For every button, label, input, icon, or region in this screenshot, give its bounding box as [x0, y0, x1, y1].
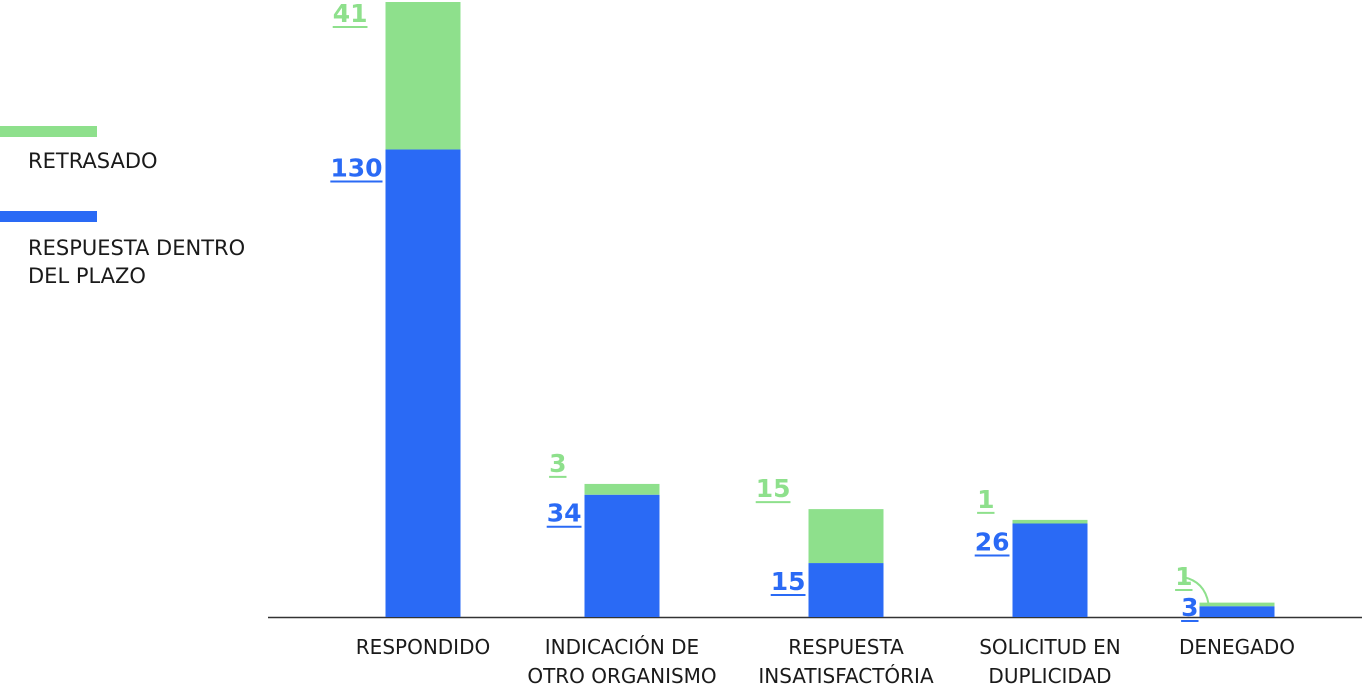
category-label: OTRO ORGANISMO	[527, 664, 716, 684]
leader-line	[1182, 576, 1210, 604]
data-label-dentro-plazo: 15	[771, 567, 806, 596]
category-label: INSATISFACTÓRIA	[758, 664, 934, 684]
bar-dentro-plazo	[385, 149, 461, 617]
category-label: RESPONDIDO	[356, 635, 490, 659]
legend-label-dentro-plazo-line1: RESPUESTA DENTRO	[28, 236, 246, 260]
data-label-retrasado: 3	[549, 449, 566, 478]
data-label-retrasado: 41	[333, 0, 368, 28]
legend-label-retrasado: RETRASADO	[28, 149, 158, 173]
legend-label-dentro-plazo-line2: DEL PLAZO	[28, 264, 146, 288]
data-label-retrasado: 15	[756, 474, 791, 503]
bar-dentro-plazo	[1199, 606, 1275, 617]
legend-swatch-retrasado	[0, 126, 97, 137]
category-label: DUPLICIDAD	[988, 664, 1111, 684]
bar-dentro-plazo	[808, 563, 884, 617]
data-label-dentro-plazo: 3	[1181, 593, 1198, 622]
bar-retrasado	[1012, 519, 1088, 524]
legend-swatch-dentro-plazo	[0, 211, 97, 222]
bar-dentro-plazo	[584, 494, 660, 617]
category-label: SOLICITUD EN	[979, 635, 1121, 659]
bar-retrasado	[1199, 602, 1275, 607]
category-label: DENEGADO	[1179, 635, 1295, 659]
bar-dentro-plazo	[1012, 523, 1088, 617]
data-label-dentro-plazo: 130	[330, 153, 382, 182]
bar-retrasado	[385, 2, 461, 150]
data-label-dentro-plazo: 26	[975, 527, 1010, 556]
category-label: RESPUESTA	[788, 635, 904, 659]
bar-retrasado	[808, 509, 884, 564]
bar-retrasado	[584, 483, 660, 495]
data-label-dentro-plazo: 34	[547, 499, 582, 528]
category-label: INDICACIÓN DE	[545, 635, 699, 659]
data-label-retrasado: 1	[977, 485, 994, 514]
